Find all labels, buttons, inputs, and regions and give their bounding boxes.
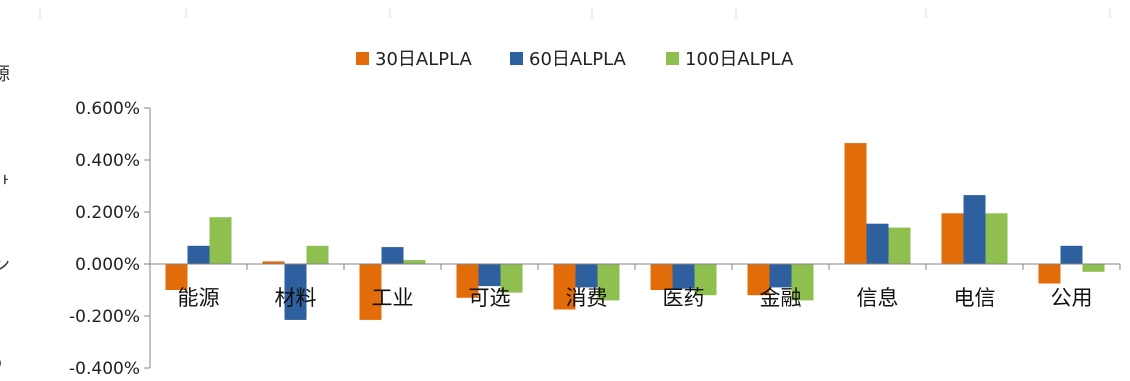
bar (985, 213, 1008, 264)
legend-label: 30日ALPLA (375, 49, 473, 70)
bar (941, 213, 964, 264)
bar (747, 264, 770, 296)
x-tick-label: 材料 (275, 286, 317, 310)
bar (791, 264, 814, 301)
x-tick-label: 信息 (857, 286, 899, 310)
y-tick-label: 0.600% (75, 99, 140, 119)
y-tick-label: 0.400% (75, 151, 140, 171)
bar (359, 264, 382, 320)
category-labels: 能源 材料 工业 可选 消费 医药 金融 信息 电信 公用 (178, 286, 1093, 310)
bar (500, 264, 523, 293)
clipped-left-text: 源)ᅡ)ン²ɔ (0, 64, 10, 373)
clipped-char: ɔ (0, 352, 2, 373)
legend-label: 60日ALPLA (529, 49, 627, 70)
y-tick-label: -0.200% (69, 307, 140, 327)
legend-swatch (510, 52, 523, 65)
bar (1038, 264, 1061, 284)
bar (165, 264, 188, 290)
x-tick-label: 电信 (954, 286, 996, 310)
y-axis: 0.600% 0.400% 0.200% 0.000% -0.200% -0.400% (69, 99, 151, 379)
x-tick-label: 工业 (372, 286, 414, 310)
bar (963, 195, 986, 264)
legend-swatch (666, 52, 679, 65)
bar (553, 264, 576, 310)
bar (672, 264, 695, 289)
clipped-char: ン (0, 255, 10, 276)
top-axis-ticks (39, 8, 1111, 18)
bar (262, 261, 285, 264)
bar (478, 264, 501, 287)
bar (284, 264, 307, 320)
x-tick-label: 金融 (760, 286, 802, 310)
bar (694, 264, 717, 296)
bars (165, 143, 1105, 320)
bar (306, 245, 329, 264)
legend-label: 100日ALPLA (685, 49, 794, 70)
x-tick-label: 医药 (663, 286, 705, 310)
bar (1060, 245, 1083, 264)
x-tick-label: 能源 (178, 286, 220, 310)
bar (575, 264, 598, 288)
y-tick-label: 0.200% (75, 203, 140, 223)
clipped-char: ᅡ (0, 174, 9, 195)
bar (769, 264, 792, 288)
bar (888, 227, 911, 264)
bar (381, 247, 404, 264)
bar (597, 264, 620, 301)
bar (403, 260, 426, 264)
legend-swatch (356, 52, 369, 65)
legend: 30日ALPLA 60日ALPLA 100日ALPLA (356, 49, 794, 70)
x-tick-label: 公用 (1051, 286, 1093, 310)
y-tick-label: -0.400% (69, 359, 140, 379)
x-tick-label: 可选 (469, 286, 511, 310)
bar (1082, 264, 1105, 272)
bar (456, 264, 479, 298)
bar (650, 264, 673, 290)
y-tick-label: 0.000% (75, 255, 140, 275)
bar (844, 143, 867, 264)
bar (187, 245, 210, 264)
x-tick-label: 消费 (566, 286, 608, 310)
x-axis (149, 263, 1121, 270)
clipped-char: 源 (0, 64, 10, 85)
bar (209, 217, 232, 264)
bar (866, 223, 889, 264)
